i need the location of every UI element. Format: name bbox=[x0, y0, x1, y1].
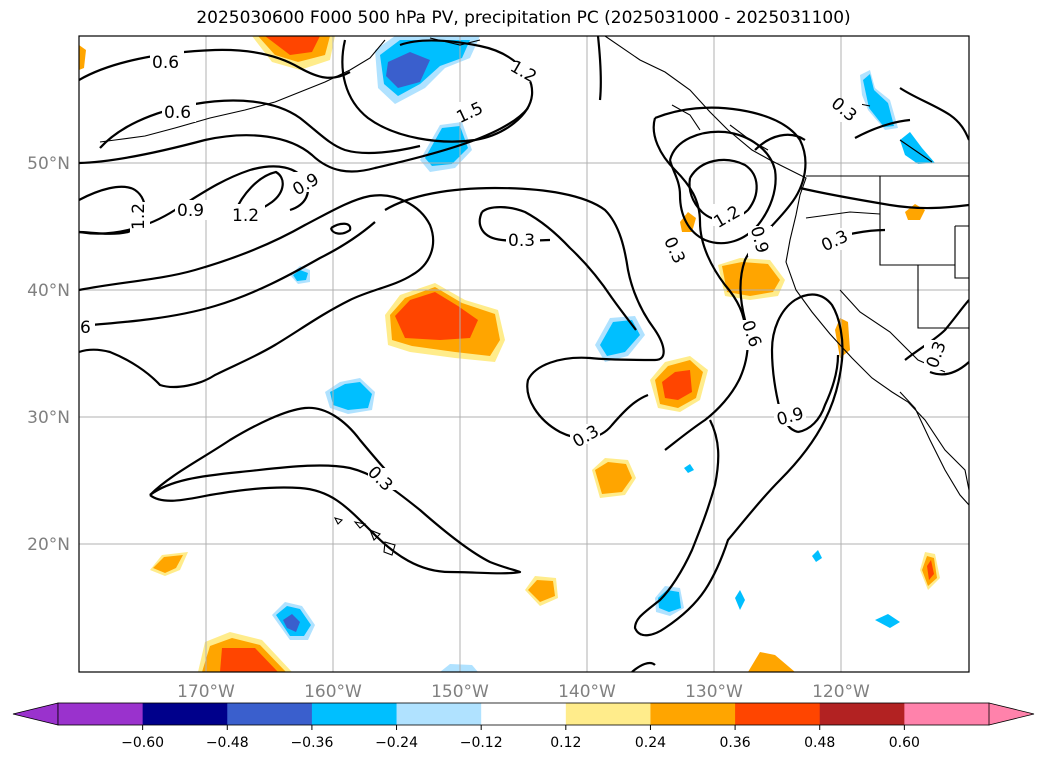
colorbar-tick-label: 0.24 bbox=[635, 735, 666, 751]
colorbar-tick-label: −0.12 bbox=[460, 735, 503, 751]
map-area: 0.6 0.6 1.2 1.5 0.9 1.2 0.9 1.2 6 0.3 0.… bbox=[79, 36, 969, 672]
colorbar: −0.60 −0.48 −0.36 −0.24 −0.12 0.12 0.24 0.36 0.4… bbox=[12, 702, 1035, 751]
colorbar-cell bbox=[650, 703, 736, 725]
colorbar-extend-low bbox=[12, 702, 59, 726]
contour-label: 0.9 bbox=[177, 201, 204, 221]
contour-label: 0.3 bbox=[508, 231, 535, 251]
colorbar-cell bbox=[142, 703, 228, 725]
lon-label: 130°W bbox=[685, 682, 743, 702]
map-frame bbox=[78, 35, 970, 673]
colorbar-cell bbox=[58, 703, 144, 725]
lon-label: 120°W bbox=[812, 682, 870, 702]
lon-label: 170°W bbox=[177, 682, 235, 702]
lat-label: 40°N bbox=[27, 281, 70, 301]
colorbar-tick-label: 0.36 bbox=[720, 735, 751, 751]
colorbar-tick-label: 0.48 bbox=[804, 735, 835, 751]
contour-label: 1.2 bbox=[129, 203, 149, 230]
contour-label: 0.6 bbox=[152, 53, 179, 73]
colorbar-tick-label: 0.12 bbox=[550, 735, 581, 751]
colorbar-tick-label: −0.24 bbox=[375, 735, 418, 751]
colorbar-cell bbox=[735, 703, 821, 725]
colorbar-cell bbox=[904, 703, 990, 725]
axis-labels: 170°W 160°W 150°W 140°W 130°W 120°W 50°N… bbox=[27, 154, 870, 702]
colorbar-cell bbox=[481, 703, 567, 725]
contour-label: 0.6 bbox=[164, 103, 191, 123]
lat-label: 20°N bbox=[27, 535, 70, 555]
colorbar-tick-label: 0.60 bbox=[889, 735, 920, 751]
graticule bbox=[79, 36, 969, 672]
contour-label: 6 bbox=[80, 318, 91, 338]
colorbar-cell bbox=[396, 703, 482, 725]
lon-label: 160°W bbox=[304, 682, 362, 702]
lon-label: 140°W bbox=[558, 682, 616, 702]
lon-label: 150°W bbox=[431, 682, 489, 702]
colorbar-cell bbox=[311, 703, 398, 725]
pv-contours bbox=[79, 36, 969, 672]
lat-label: 50°N bbox=[27, 154, 70, 174]
lat-label: 30°N bbox=[27, 408, 70, 428]
contour-label: 1.2 bbox=[232, 206, 259, 226]
map-title: 2025030600 F000 500 hPa PV, precipitatio… bbox=[196, 8, 851, 28]
colorbar-cell bbox=[227, 703, 313, 725]
colorbar-tick-label: −0.48 bbox=[206, 735, 249, 751]
colorbar-cell bbox=[819, 703, 905, 725]
colorbar-tick-label: −0.60 bbox=[121, 735, 164, 751]
colorbar-tick-label: −0.36 bbox=[290, 735, 333, 751]
colorbar-cell bbox=[565, 703, 651, 725]
colorbar-extend-high bbox=[988, 702, 1035, 726]
